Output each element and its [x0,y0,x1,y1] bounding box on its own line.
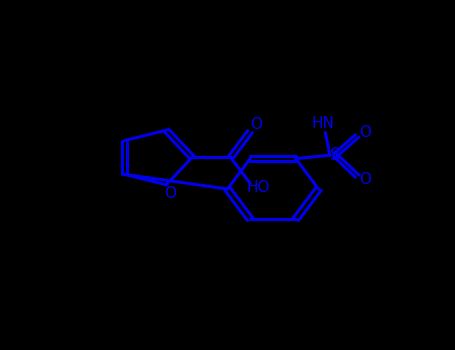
Text: HO: HO [246,180,270,195]
Text: S: S [330,146,341,164]
Text: O: O [250,117,262,132]
Text: O: O [359,125,371,140]
Text: HN: HN [312,116,334,131]
Text: O: O [164,186,176,201]
Text: O: O [359,172,371,187]
